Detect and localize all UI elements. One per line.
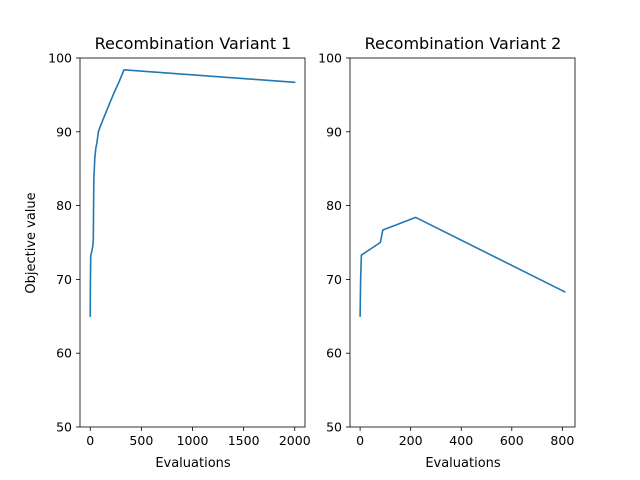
plot-frame — [349, 57, 576, 428]
x-tick-label: 1000 — [177, 433, 209, 448]
y-tick-label: 100 — [48, 51, 72, 66]
x-axis-label: Evaluations — [425, 456, 501, 471]
y-tick-label: 80 — [56, 198, 72, 213]
y-tick-label: 100 — [318, 51, 342, 66]
y-tick-label: 90 — [326, 124, 342, 139]
y-tick-label: 50 — [326, 420, 342, 435]
x-tick-label: 1500 — [228, 433, 260, 448]
x-tick-label: 400 — [449, 433, 473, 448]
x-tick-label: 0 — [356, 433, 364, 448]
x-tick-label: 0 — [86, 433, 94, 448]
subplot-left: Recombination Variant 1 Evaluations Obje… — [24, 34, 311, 471]
x-axis-label: Evaluations — [155, 456, 231, 471]
series-line — [359, 216, 566, 318]
subplot-right: Recombination Variant 2 Evaluations 0 200… — [318, 34, 576, 471]
y-tick-label: 60 — [326, 346, 342, 361]
y-tick-label: 70 — [56, 272, 72, 287]
chart-title: Recombination Variant 2 — [365, 34, 562, 53]
x-tick-label: 600 — [500, 433, 524, 448]
y-axis-label: Objective value — [24, 192, 39, 293]
x-tick-label: 2000 — [279, 433, 311, 448]
y-tick-label: 60 — [56, 346, 72, 361]
y-tick-label: 90 — [56, 124, 72, 139]
series-line — [89, 69, 296, 318]
plot-frame — [79, 57, 306, 428]
x-tick-label: 500 — [129, 433, 153, 448]
y-tick-label: 80 — [326, 198, 342, 213]
y-tick-label: 70 — [326, 272, 342, 287]
chart-title: Recombination Variant 1 — [95, 34, 292, 53]
y-tick-label: 50 — [56, 420, 72, 435]
x-tick-label: 200 — [399, 433, 423, 448]
x-tick-label: 800 — [550, 433, 574, 448]
